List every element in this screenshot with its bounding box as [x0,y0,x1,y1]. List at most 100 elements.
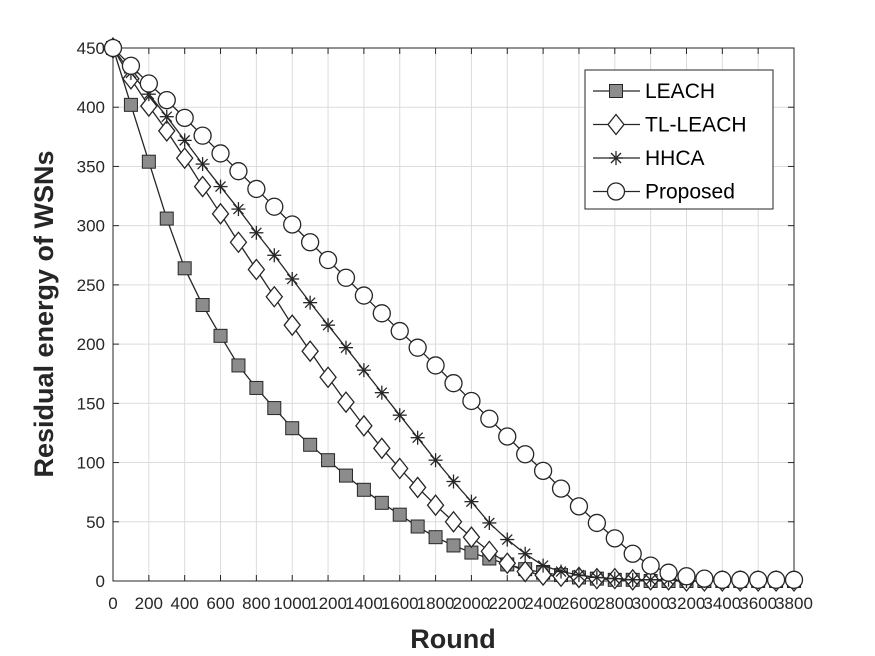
data-point-hhca [554,564,569,579]
data-point-leach [338,468,353,483]
data-point-proposed [516,445,535,464]
legend-entry-tl-leach: TL-LEACH [593,113,747,137]
data-point-proposed [444,374,463,393]
data-point-leach [428,530,443,545]
data-point-tl-leach [355,414,373,437]
asterisk-stroke [286,273,298,285]
data-point-leach [267,401,282,416]
asterisk-stroke [250,227,262,239]
y-tick-label: 300 [77,217,105,236]
y-tick-label: 200 [77,335,105,354]
y-tick-label: 0 [96,572,105,591]
data-point-proposed [677,567,696,586]
data-point-proposed [569,497,589,516]
data-point-hhca [338,340,353,355]
data-point-leach [231,358,246,373]
data-point-leach [159,211,174,226]
data-point-proposed [354,286,374,305]
asterisk-stroke [215,181,226,193]
data-point-hhca [195,157,210,172]
data-point-hhca [446,474,461,489]
x-tick-label: 2600 [560,594,598,613]
x-axis-ticks: 0 200 400 600 800 100012001400160018002000220… [108,48,813,613]
data-point-tl-leach [140,94,158,118]
data-point-leach [177,261,192,276]
data-point-proposed [408,338,427,357]
y-tick-label: 350 [77,157,105,176]
x-tick-label: 3800 [775,594,813,613]
data-point-tl-leach [301,340,319,363]
x-tick-label: 400 [170,594,198,613]
plot-area-frame [112,47,795,582]
data-point-leach [374,495,389,510]
data-point-proposed [229,162,248,181]
data-point-hhca [159,109,174,124]
x-tick-label: 2000 [453,594,491,613]
x-axis-label: Round [410,624,495,654]
data-point-proposed [731,570,750,589]
asterisk-stroke [394,409,406,421]
data-point-tl-leach [229,231,248,254]
legend-entry-hhca: HHCA [593,147,705,170]
y-axis-label: Residual energy of WSNs [29,150,59,477]
x-tick-label: 1800 [417,594,455,613]
data-point-tl-leach [444,510,463,533]
x-tick-label: 3200 [668,594,706,613]
legend-label: LEACH [645,80,715,103]
asterisk-stroke [304,297,316,309]
data-point-leach [446,538,461,553]
data-point-proposed [659,563,678,582]
data-point-tl-leach [480,540,499,563]
series-layer [103,36,804,593]
data-point-tl-leach [175,147,194,170]
data-point-leach [392,507,407,522]
asterisk-stroke [645,574,657,586]
y-axis-ticks: 0 50 100 150 200 250 300 350 400 450 [77,39,794,591]
data-point-hhca [392,408,407,423]
y-tick-label: 100 [77,454,105,473]
data-point-proposed [336,268,356,287]
data-point-tl-leach [337,391,355,414]
data-point-leach [410,519,425,534]
data-point-proposed [103,38,123,58]
x-tick-label: 0 [108,594,117,613]
data-point-hhca [643,572,658,587]
x-tick-label: 3400 [703,594,741,613]
x-tick-label: 1600 [381,594,419,613]
data-point-leach [213,328,228,343]
data-point-tl-leach [193,175,212,198]
asterisk-stroke [340,342,352,354]
data-point-leach [285,421,300,436]
data-point-proposed [139,74,158,93]
data-point-hhca [177,133,192,148]
data-point-tl-leach [390,457,409,480]
asterisk-stroke [268,249,280,261]
data-point-proposed [211,144,230,163]
legend-marker [606,182,626,201]
data-point-proposed [462,391,481,411]
legend-marker [609,84,623,98]
y-tick-label: 150 [77,394,105,413]
data-point-hhca [356,363,371,378]
data-point-tl-leach [319,366,337,389]
data-point-proposed [766,570,786,589]
x-tick-label: 200 [135,594,163,613]
data-point-hhca [625,572,640,587]
data-point-proposed [283,215,302,234]
data-point-proposed [551,479,571,498]
data-point-leach [141,154,156,169]
asterisk-stroke [627,574,639,586]
data-point-proposed [121,56,141,75]
asterisk-stroke [465,496,477,508]
asterisk-stroke [179,134,191,146]
legend-marker [609,151,623,165]
asterisk-stroke [232,203,244,215]
data-point-hhca [482,515,497,530]
data-point-tl-leach [211,202,230,225]
asterisk-stroke [197,158,209,170]
data-point-tl-leach [265,285,284,308]
data-point-tl-leach [462,526,481,549]
data-point-leach [195,298,210,313]
x-tick-label: 2200 [488,594,526,613]
